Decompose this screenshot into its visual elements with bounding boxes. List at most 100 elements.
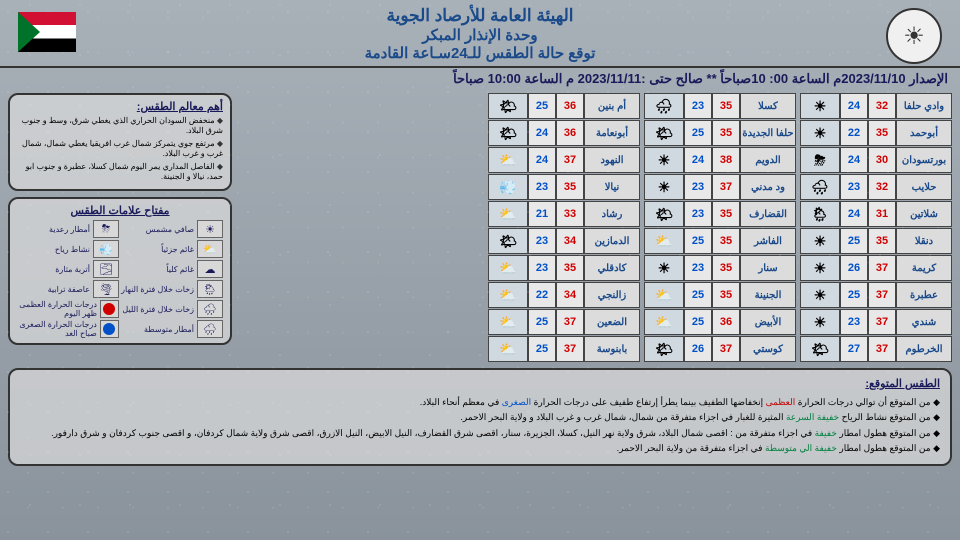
temp-low: 23 <box>684 174 712 200</box>
weather-row: الدمازين3423🌤 <box>488 228 640 254</box>
city-name: زالنجي <box>584 282 640 308</box>
temp-low: 25 <box>684 309 712 335</box>
legend-item: درجات الحرارة العظمى ظهر اليوم <box>17 300 119 318</box>
weather-icon: ⛅ <box>488 282 528 308</box>
weather-row: الخرطوم3727🌤 <box>800 336 952 362</box>
temp-high: 32 <box>868 93 896 119</box>
main-content: وادي حلفا3224☀أبوحمد3522☀بورتسودان3024⛈ح… <box>0 93 960 362</box>
legend-label: غائم جزئياً <box>161 245 194 254</box>
temp-low: 25 <box>840 282 868 308</box>
weather-row: وادي حلفا3224☀ <box>800 93 952 119</box>
legend-icon: ⛅ <box>197 240 223 258</box>
city-name: الدمازين <box>584 228 640 254</box>
weather-icon: 🌤 <box>488 228 528 254</box>
legend-label: أمطار رعدية <box>49 225 90 234</box>
weather-row: سنار3523☀ <box>644 255 796 281</box>
temp-high: 34 <box>556 282 584 308</box>
legend-grid: ☀صافي مشمس⛈أمطار رعدية⛅غائم جزئياً💨نشاط … <box>17 220 223 338</box>
temp-high: 35 <box>556 255 584 281</box>
temp-low: 23 <box>684 255 712 281</box>
forecast-lines: من المتوقع أن توالي درجات الحرارة العظمى… <box>20 396 940 456</box>
temp-low: 25 <box>840 228 868 254</box>
temp-high: 37 <box>712 336 740 362</box>
weather-icon: ⛅ <box>644 228 684 254</box>
temp-high: 35 <box>712 255 740 281</box>
temp-low: 23 <box>840 309 868 335</box>
legend-icon: 🌫 <box>93 260 119 278</box>
legend-item: ☀صافي مشمس <box>121 220 223 238</box>
weather-row: القضارف3523🌤 <box>644 201 796 227</box>
temp-high: 35 <box>868 120 896 146</box>
city-name: القضارف <box>740 201 796 227</box>
weather-row: عطبرة3725☀ <box>800 282 952 308</box>
temp-low: 24 <box>840 147 868 173</box>
temp-low: 23 <box>528 255 556 281</box>
org-name: الهيئة العامة للأرصاد الجوية <box>0 6 960 26</box>
weather-icon: 🌤 <box>644 336 684 362</box>
legend-label: غائم كلياً <box>166 265 194 274</box>
temp-high: 35 <box>712 120 740 146</box>
weather-icon: 🌤 <box>488 93 528 119</box>
unit-name: وحدة الإنذار المبكر <box>0 26 960 44</box>
temp-low: 23 <box>528 228 556 254</box>
weather-row: شلاتين3124🌦 <box>800 201 952 227</box>
city-name: أبوحمد <box>896 120 952 146</box>
weather-icon: ☀ <box>800 93 840 119</box>
weather-row: بابنوسة3725⛅ <box>488 336 640 362</box>
org-logo <box>886 8 942 64</box>
weather-icon: ☀ <box>644 174 684 200</box>
temp-high: 35 <box>712 282 740 308</box>
city-name: سنار <box>740 255 796 281</box>
temp-high: 32 <box>868 174 896 200</box>
temp-high: 37 <box>556 147 584 173</box>
city-name: بابنوسة <box>584 336 640 362</box>
legend-item: 🌦زخات خلال فترة النهار <box>121 280 223 298</box>
legend-item: ☁غائم كلياً <box>121 260 223 278</box>
weather-icon: ⛅ <box>488 201 528 227</box>
temp-low: 23 <box>528 174 556 200</box>
city-name: حلايب <box>896 174 952 200</box>
temp-low: 27 <box>840 336 868 362</box>
feature-item: الفاصل المداري يمر اليوم شمال كسلا، عطبر… <box>17 162 223 183</box>
report-title: توقع حالة الطقس للـ24سـاعة القادمة <box>0 44 960 62</box>
weather-icon: 🌤 <box>488 120 528 146</box>
city-name: وادي حلفا <box>896 93 952 119</box>
weather-icon: ⛅ <box>644 309 684 335</box>
weather-row: الفاشر3525⛅ <box>644 228 796 254</box>
legend-icon: ☁ <box>197 260 223 278</box>
weather-row: زالنجي3422⛅ <box>488 282 640 308</box>
city-name: ود مدني <box>740 174 796 200</box>
temp-high: 33 <box>556 201 584 227</box>
temp-low: 24 <box>840 93 868 119</box>
temp-high: 35 <box>556 174 584 200</box>
forecast-line: من المتوقع هطول امطار خفيفة في اجزاء متف… <box>20 427 940 441</box>
city-name: نيالا <box>584 174 640 200</box>
temp-low: 25 <box>528 309 556 335</box>
city-name: الضعين <box>584 309 640 335</box>
weather-icon: ☀ <box>800 120 840 146</box>
legend-label: درجات الحرارة العظمى ظهر اليوم <box>17 300 97 318</box>
legend-item: ⛈أمطار رعدية <box>17 220 119 238</box>
city-name: كادقلي <box>584 255 640 281</box>
legend-item: 🌧زخات خلال فترة الليل <box>121 300 223 318</box>
forecast-line: من المتوقع نشاط الرياح خفيفة السرعة المث… <box>20 411 940 425</box>
weather-icon: 💨 <box>488 174 528 200</box>
features-box: أهم معالم الطقس: منخفض السودان الحراري ا… <box>8 93 232 191</box>
temp-low: 24 <box>528 120 556 146</box>
legend-icon: 💨 <box>93 240 119 258</box>
temp-low: 25 <box>684 120 712 146</box>
weather-row: أم بنين3625🌤 <box>488 93 640 119</box>
weather-icon: ⛅ <box>488 255 528 281</box>
temp-high: 35 <box>868 228 896 254</box>
temp-high: 35 <box>712 228 740 254</box>
temp-low: 24 <box>684 147 712 173</box>
weather-icon: 🌦 <box>800 201 840 227</box>
city-name: كسلا <box>740 93 796 119</box>
weather-row: الجنينة3525⛅ <box>644 282 796 308</box>
weather-row: كريمة3726☀ <box>800 255 952 281</box>
forecast-title: الطقس المتوقع: <box>20 376 940 393</box>
temp-low: 26 <box>840 255 868 281</box>
features-list: منخفض السودان الحراري الذي يغطي شرق، وسط… <box>17 116 223 182</box>
city-name: الخرطوم <box>896 336 952 362</box>
weather-row: أبوحمد3522☀ <box>800 120 952 146</box>
